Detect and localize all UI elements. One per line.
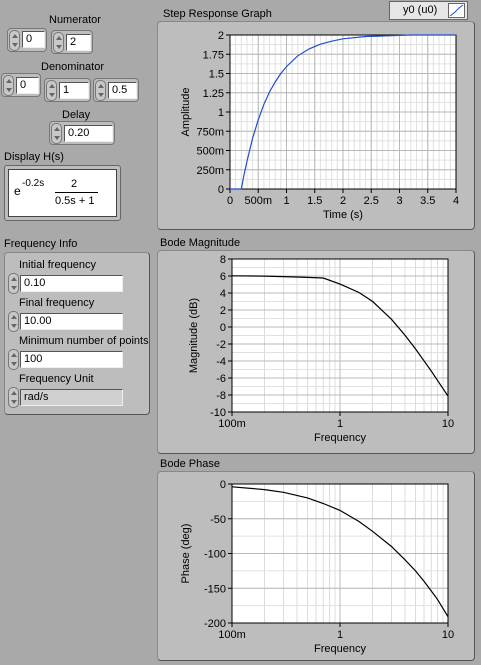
display-hs-label: Display H(s) — [4, 151, 64, 163]
plot-border — [229, 34, 457, 190]
y-tick-label: 4 — [220, 288, 226, 300]
y-tick-label: 0 — [220, 322, 226, 334]
denominator-coef-2-input[interactable]: 0.5 — [108, 82, 137, 99]
min-points-label: Minimum number of points — [19, 335, 149, 347]
y-tick-label: -2 — [216, 339, 226, 351]
y-tick-label: 250m — [196, 165, 224, 177]
final-frequency-label: Final frequency — [19, 297, 95, 309]
numerator-coef-0-input[interactable]: 0 — [22, 31, 45, 48]
x-tick-label: 4 — [453, 195, 459, 207]
y-tick-label: 750m — [196, 126, 224, 138]
y-tick-label: 2 — [220, 305, 226, 317]
numerator-coef-1-stepper[interactable] — [53, 32, 64, 53]
delay-stepper[interactable] — [51, 123, 62, 144]
y-tick-label: -150 — [204, 583, 226, 595]
numerator-coef-1-input[interactable]: 2 — [66, 34, 91, 51]
initial-frequency-stepper[interactable] — [8, 273, 19, 294]
frequency-unit-label: Frequency Unit — [19, 373, 94, 385]
x-tick-label: 0 — [227, 195, 233, 207]
step-legend[interactable]: y0 (u0) — [389, 1, 468, 20]
min-points-input[interactable]: 100 — [20, 351, 123, 368]
y-axis-title: Phase (deg) — [180, 524, 192, 584]
x-axis-title: Time (s) — [323, 209, 363, 221]
denominator-coef-1-input[interactable]: 1 — [59, 82, 89, 99]
step-legend-label: y0 (u0) — [403, 4, 438, 16]
plot-border — [231, 483, 449, 624]
y-tick-label: 500m — [196, 146, 224, 158]
y-tick-label: -4 — [216, 356, 226, 368]
y-tick-label: 6 — [220, 271, 226, 283]
display-exp-base: e — [14, 184, 21, 198]
display-denominator: 0.5s + 1 — [55, 195, 95, 207]
numerator-coef-0-stepper[interactable] — [9, 30, 20, 51]
frequency-unit-selector[interactable] — [8, 387, 19, 408]
bode-phase-plot[interactable]: 100m 1 10 -200 -150 -100 -50 0 Frequency Phase (d… — [157, 471, 475, 661]
display-exp-power: -0.2s — [22, 178, 45, 189]
series-line — [230, 34, 456, 190]
y-axis-title: Magnitude (dB) — [188, 298, 200, 373]
y-tick-label: 8 — [220, 254, 226, 266]
x-tick-label: 10 — [442, 629, 454, 641]
series-line — [231, 486, 449, 618]
final-frequency-stepper[interactable] — [8, 311, 19, 332]
x-axis-title: Frequency — [314, 432, 366, 444]
y-tick-label: 0 — [220, 479, 226, 491]
x-tick-label: 2 — [340, 195, 346, 207]
series-line — [231, 275, 449, 397]
bode-phase-title: Bode Phase — [160, 458, 220, 470]
delay-label: Delay — [62, 109, 91, 121]
display-fraction-bar — [55, 192, 98, 193]
display-numerator: 2 — [71, 178, 78, 190]
denominator-coef-0-input[interactable]: 0 — [16, 77, 39, 94]
y-tick-label: 1.5 — [209, 69, 224, 81]
display-hs-box: e -0.2s 2 0.5s + 1 — [8, 169, 117, 217]
x-tick-label: 1.5 — [307, 195, 322, 207]
initial-frequency-input[interactable]: 0.10 — [20, 275, 123, 292]
denominator-coef-1-stepper[interactable] — [46, 80, 57, 101]
step-legend-swatch — [448, 3, 465, 18]
min-points-stepper[interactable] — [8, 349, 19, 370]
denominator-coef-2-stepper[interactable] — [95, 80, 106, 101]
plot-border — [231, 258, 449, 413]
step-graph-title: Step Response Graph — [163, 8, 272, 20]
x-tick-label: 10 — [442, 418, 454, 430]
x-tick-label: 1 — [337, 418, 343, 430]
step-legend-trace-icon — [449, 4, 464, 17]
denominator-coef-0-stepper[interactable] — [3, 75, 14, 96]
y-tick-label: -100 — [204, 549, 226, 561]
x-tick-label: 3.5 — [420, 195, 435, 207]
x-tick-label: 1 — [283, 195, 289, 207]
bode-magnitude-plot[interactable]: 100m 1 10 -10 -8 -6 -4 -2 0 2 4 6 8 Frequency Magnitud… — [157, 250, 475, 454]
frequency-unit-ring[interactable]: rad/s — [20, 389, 123, 406]
initial-frequency-label: Initial frequency — [19, 259, 97, 271]
y-tick-label: 1 — [218, 107, 224, 119]
display-hs-frame: e -0.2s 2 0.5s + 1 — [4, 165, 121, 221]
x-tick-label: 100m — [218, 418, 246, 430]
y-tick-label: 1.25 — [203, 88, 224, 100]
x-tick-label: 500m — [244, 195, 272, 207]
y-tick-label: -50 — [210, 514, 226, 526]
y-axis-title: Amplitude — [180, 88, 192, 137]
y-tick-label: -6 — [216, 373, 226, 385]
x-tick-label: 1 — [337, 629, 343, 641]
step-response-plot[interactable]: 0 500m 1 1.5 2 2.5 3 3.5 4 0 250m 500m 750m 1 1.25 1.5 1… — [157, 21, 475, 230]
y-tick-label: -8 — [216, 390, 226, 402]
denominator-label: Denominator — [41, 61, 104, 73]
frequency-info-title: Frequency Info — [4, 238, 78, 250]
x-tick-label: 3 — [396, 195, 402, 207]
y-tick-label: 1.75 — [203, 49, 224, 61]
y-tick-label: -10 — [210, 407, 226, 419]
x-tick-label: 100m — [218, 629, 246, 641]
delay-input[interactable]: 0.20 — [64, 125, 113, 142]
y-tick-label: -200 — [204, 618, 226, 630]
x-tick-label: 2.5 — [364, 195, 379, 207]
y-tick-label: 0 — [218, 184, 224, 196]
y-tick-label: 2 — [218, 30, 224, 42]
x-axis-title: Frequency — [314, 643, 366, 655]
final-frequency-input[interactable]: 10.00 — [20, 313, 123, 330]
numerator-label: Numerator — [49, 14, 101, 26]
bode-magnitude-title: Bode Magnitude — [160, 237, 241, 249]
